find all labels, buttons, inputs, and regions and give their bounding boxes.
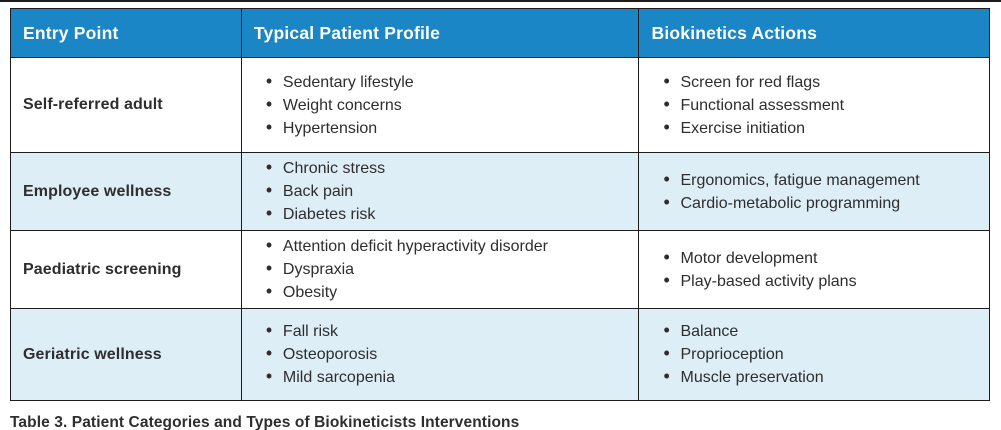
bullet-item: Muscle preservation [663, 365, 983, 389]
bullet-item: Exercise initiation [663, 116, 983, 140]
patient-profile-cell: Sedentary lifestyleWeight concernsHypert… [240, 57, 640, 153]
bullet-item: Play-based activity plans [663, 269, 983, 293]
patient-profile-cell: Attention deficit hyperactivity disorder… [240, 230, 640, 309]
bullet-item: Cardio-metabolic programming [663, 191, 983, 215]
bullet-item: Sedentary lifestyle [266, 70, 633, 94]
biokinetics-actions-cell: Ergonomics, fatigue managementCardio-met… [638, 152, 990, 231]
bullet-item: Fall risk [266, 319, 633, 343]
biokinetics-actions-cell: BalanceProprioceptionMuscle preservation [638, 308, 990, 401]
biokinetics-actions-cell: Motor developmentPlay-based activity pla… [638, 230, 990, 309]
table-body: Self-referred adultSedentary lifestyleWe… [10, 57, 990, 401]
column-header-biokinetics-actions: Biokinetics Actions [638, 8, 990, 58]
patient-categories-table: Entry Point Typical Patient Profile Biok… [10, 8, 990, 401]
bullet-item: Attention deficit hyperactivity disorder [266, 234, 633, 258]
top-rule-divider [0, 0, 1001, 2]
patient-profile-cell: Chronic stressBack painDiabetes risk [240, 152, 640, 231]
bullet-item: Motor development [663, 246, 983, 270]
bullet-item: Dyspraxia [266, 257, 633, 281]
bullet-item: Back pain [266, 179, 633, 203]
bullet-list: Sedentary lifestyleWeight concernsHypert… [248, 70, 633, 140]
bullet-item: Functional assessment [663, 93, 983, 117]
column-header-entry-point: Entry Point [10, 8, 242, 58]
patient-profile-cell: Fall riskOsteoporosisMild sarcopenia [240, 308, 640, 401]
table-row: Self-referred adultSedentary lifestyleWe… [10, 57, 990, 153]
table-header: Entry Point Typical Patient Profile Biok… [10, 8, 990, 58]
bullet-list: Attention deficit hyperactivity disorder… [248, 234, 633, 304]
bullet-item: Proprioception [663, 342, 983, 366]
bullet-item: Mild sarcopenia [266, 365, 633, 389]
biokinetics-actions-cell: Screen for red flagsFunctional assessmen… [638, 57, 990, 153]
bullet-list: Fall riskOsteoporosisMild sarcopenia [248, 319, 633, 389]
bullet-list: Screen for red flagsFunctional assessmen… [645, 70, 983, 140]
table-caption: Table 3. Patient Categories and Types of… [10, 414, 519, 430]
table-row: Paediatric screeningAttention deficit hy… [10, 230, 990, 309]
bullet-item: Ergonomics, fatigue management [663, 168, 983, 192]
entry-point-cell: Geriatric wellness [10, 308, 242, 401]
bullet-item: Obesity [266, 280, 633, 304]
bullet-list: Motor developmentPlay-based activity pla… [645, 246, 983, 293]
entry-point-cell: Employee wellness [10, 152, 242, 231]
bullet-list: Chronic stressBack painDiabetes risk [248, 156, 633, 226]
bullet-item: Osteoporosis [266, 342, 633, 366]
header-row: Entry Point Typical Patient Profile Biok… [10, 8, 990, 58]
table-row: Employee wellnessChronic stressBack pain… [10, 152, 990, 231]
bullet-item: Balance [663, 319, 983, 343]
bullet-list: BalanceProprioceptionMuscle preservation [645, 319, 983, 389]
bullet-item: Chronic stress [266, 156, 633, 180]
table-row: Geriatric wellnessFall riskOsteoporosisM… [10, 308, 990, 401]
bullet-list: Ergonomics, fatigue managementCardio-met… [645, 168, 983, 215]
bullet-item: Weight concerns [266, 93, 633, 117]
bullet-item: Hypertension [266, 116, 633, 140]
entry-point-cell: Self-referred adult [10, 57, 242, 153]
bullet-item: Screen for red flags [663, 70, 983, 94]
column-header-typical-patient-profile: Typical Patient Profile [240, 8, 640, 58]
bullet-item: Diabetes risk [266, 202, 633, 226]
entry-point-cell: Paediatric screening [10, 230, 242, 309]
